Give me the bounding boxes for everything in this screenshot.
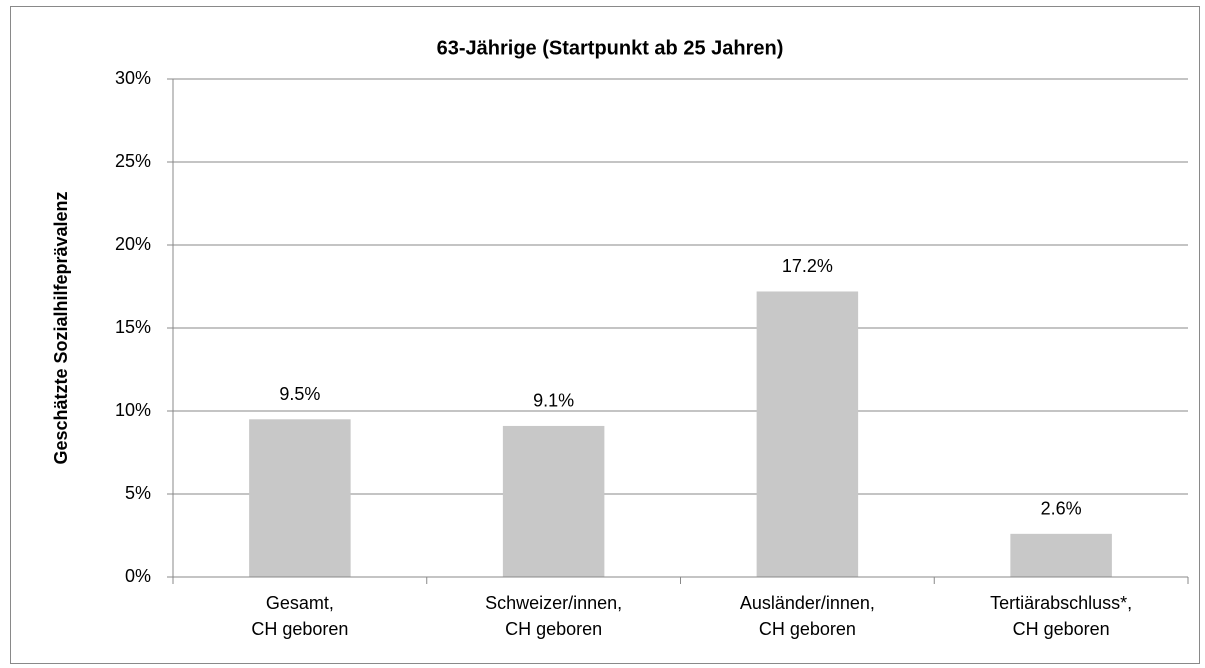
bar bbox=[1010, 533, 1112, 577]
chart-border bbox=[10, 6, 1200, 664]
y-tick-label: 25% bbox=[115, 151, 151, 171]
bar bbox=[502, 425, 605, 577]
data-label: 9.1% bbox=[533, 391, 574, 411]
x-tick-label: Ausländer/innen, CH geboren bbox=[740, 593, 875, 639]
data-label: 2.6% bbox=[1041, 499, 1082, 519]
y-tick-label: 10% bbox=[115, 400, 151, 420]
bar bbox=[756, 291, 859, 577]
y-axis-label: Geschätzte Sozialhilfeprävalenz bbox=[51, 191, 71, 464]
y-tick-label: 30% bbox=[115, 68, 151, 88]
data-label: 17.2% bbox=[782, 256, 833, 276]
y-tick-label: 5% bbox=[125, 483, 151, 503]
data-label: 9.5% bbox=[279, 384, 320, 404]
y-tick-label: 20% bbox=[115, 234, 151, 254]
y-tick-label: 15% bbox=[115, 317, 151, 337]
bar bbox=[249, 419, 351, 577]
y-tick-label: 0% bbox=[125, 566, 151, 586]
chart-title: 63-Jährige (Startpunkt ab 25 Jahren) bbox=[437, 37, 784, 59]
x-tick-label: Gesamt, CH geboren bbox=[251, 593, 348, 639]
x-tick-label: Tertiärabschluss*, CH geboren bbox=[990, 593, 1132, 639]
x-tick-label: Schweizer/innen, CH geboren bbox=[485, 593, 622, 639]
